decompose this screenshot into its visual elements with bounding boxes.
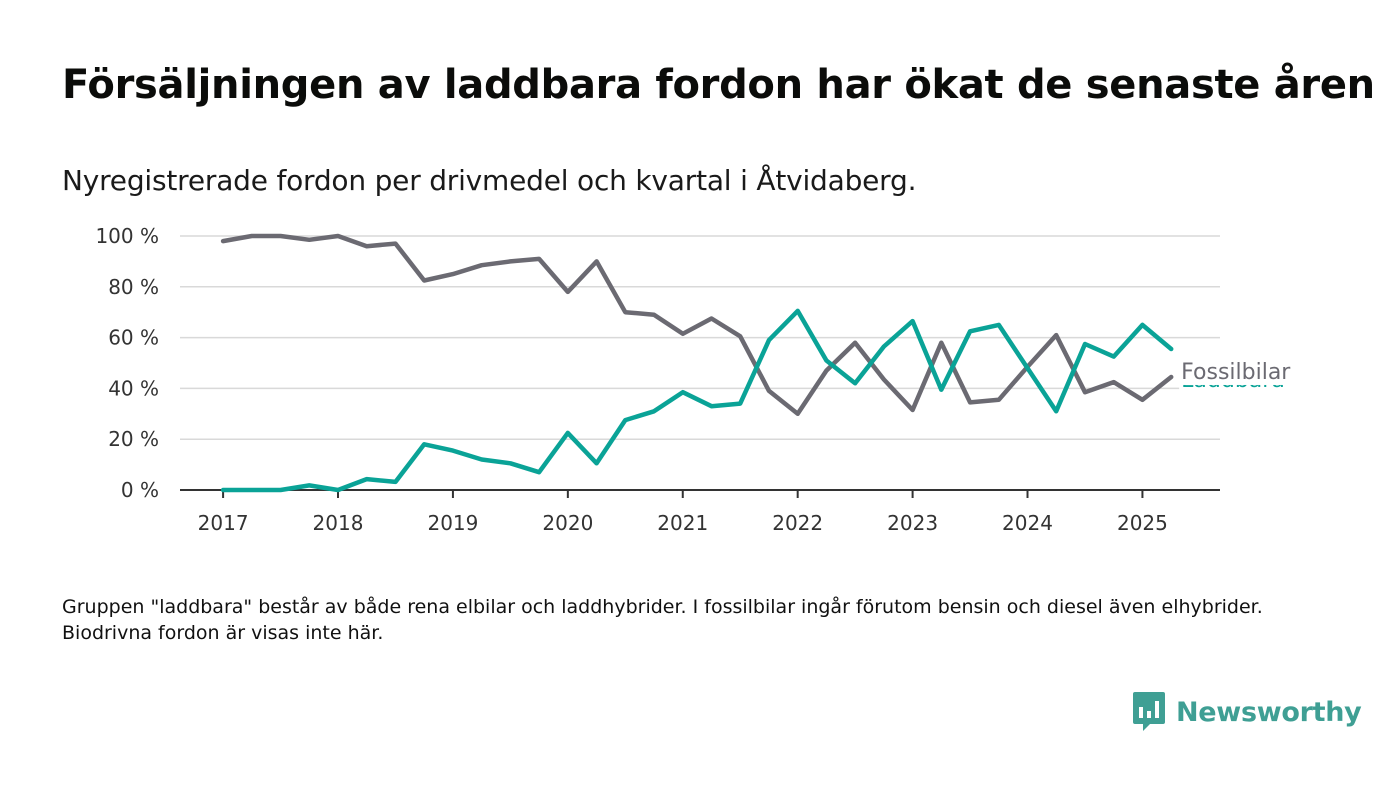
newsworthy-logo[interactable]: Newsworthy [1132,690,1362,734]
grid-lines [180,235,1220,440]
y-tick-label: 100 % [95,224,159,248]
x-tick-label: 2024 [1002,511,1053,535]
y-tick-label: 80 % [108,275,159,299]
chart-subtitle: Nyregistrerade fordon per drivmedel och … [62,164,917,197]
chart-title: Försäljningen av laddbara fordon har öka… [62,62,1375,108]
x-tick-label: 2017 [198,511,249,535]
y-tick-label: 0 % [121,478,159,502]
series-line-fossilbilar [220,233,1174,417]
chart-footnote: Gruppen "laddbara" består av både rena e… [62,596,1263,644]
series-label-fossilbilar: Fossilbilar [1181,360,1291,385]
x-tick-label: 2018 [313,511,364,535]
x-tick-label: 2023 [887,511,938,535]
bar-chart-bubble-icon [1133,692,1165,731]
y-axis-ticks: 0 % 20 % 40 % 60 % 80 % 100 % [95,224,159,502]
x-tick-label: 2019 [427,511,478,535]
series-label-bg [1179,356,1300,385]
x-tick-label: 2025 [1117,511,1168,535]
brand-name: Newsworthy [1176,696,1362,728]
series-line-laddbara [220,308,1174,493]
y-tick-label: 20 % [108,427,159,451]
y-tick-label: 40 % [108,376,159,400]
x-tick-label: 2022 [772,511,823,535]
x-axis: 2017 2018 2019 2020 2021 2022 2023 2024 2025 [180,489,1220,535]
x-tick-label: 2021 [657,511,708,535]
series-labels: LaddbaraFossilbilar [1179,356,1300,394]
series-lines [220,233,1174,493]
line-chart: 0 % 20 % 40 % 60 % 80 % 100 % 2017 2018 2019 202… [95,224,1300,535]
x-tick-label: 2020 [542,511,593,535]
y-tick-label: 60 % [108,326,159,350]
